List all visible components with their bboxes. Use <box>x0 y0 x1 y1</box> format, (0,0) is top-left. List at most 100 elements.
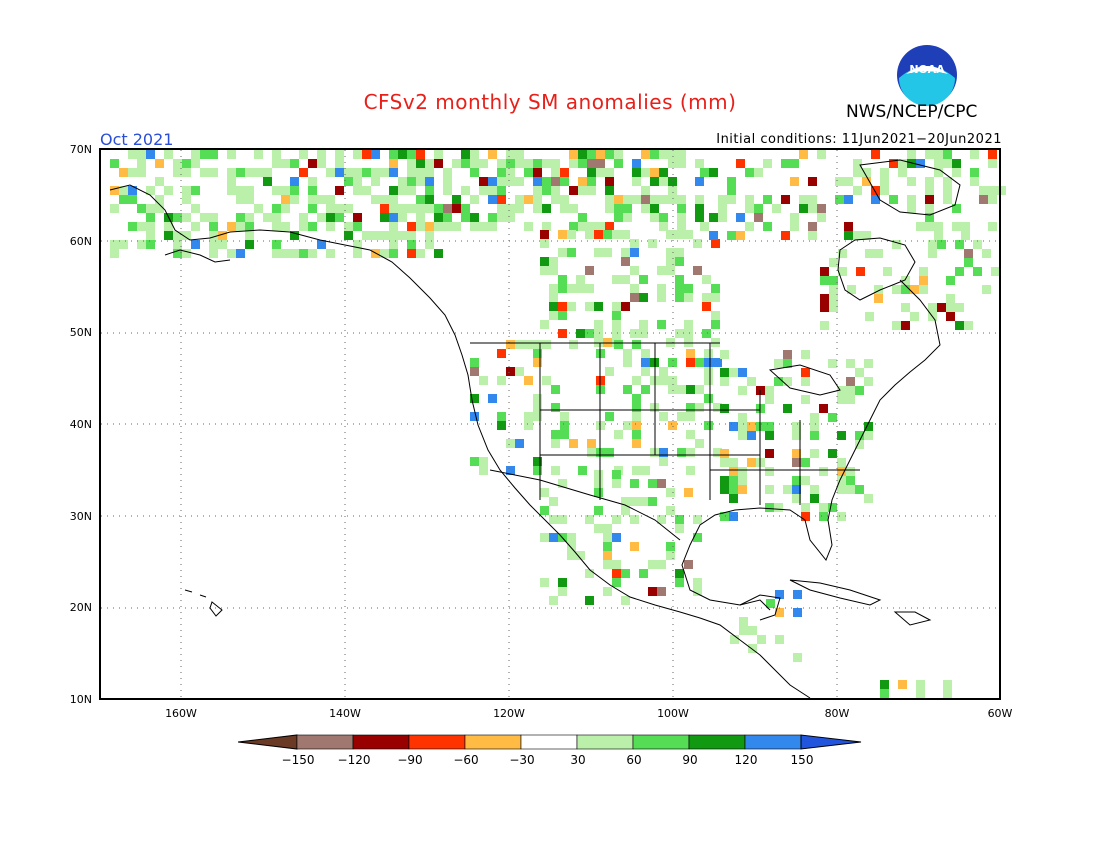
anomaly-cell <box>677 213 686 222</box>
colorbar-segment <box>800 734 862 750</box>
anomaly-cell <box>754 168 763 177</box>
anomaly-cell <box>970 168 979 177</box>
anomaly-cell <box>567 284 576 293</box>
anomaly-cell <box>596 168 605 177</box>
anomaly-cell <box>639 275 648 284</box>
anomaly-cell <box>695 177 704 186</box>
anomaly-cell <box>695 403 704 412</box>
anomaly-cell <box>614 340 623 349</box>
anomaly-cell <box>612 470 621 479</box>
anomaly-cell <box>790 222 799 231</box>
lon-label: 80W <box>824 707 850 720</box>
anomaly-cell <box>808 195 817 204</box>
anomaly-cell <box>729 485 738 494</box>
anomaly-cell <box>641 349 650 358</box>
anomaly-cell <box>693 266 702 275</box>
anomaly-cell <box>542 376 551 385</box>
anomaly-cell <box>128 150 137 159</box>
anomaly-cell <box>551 466 560 475</box>
anomaly-cell <box>605 186 614 195</box>
anomaly-cell <box>290 231 299 240</box>
anomaly-cell <box>371 168 380 177</box>
anomaly-cell <box>727 231 736 240</box>
anomaly-cell <box>407 177 416 186</box>
anomaly-cell <box>862 177 871 186</box>
anomaly-cell <box>164 150 173 159</box>
anomaly-cell <box>720 449 729 458</box>
anomaly-cell <box>641 204 650 213</box>
anomaly-cell <box>155 177 164 186</box>
anomaly-cell <box>209 168 218 177</box>
anomaly-cell <box>738 368 747 377</box>
colorbar <box>238 734 862 750</box>
anomaly-cell <box>398 231 407 240</box>
anomaly-cell <box>344 177 353 186</box>
lon-label: 120W <box>493 707 525 720</box>
anomaly-cell <box>988 159 997 168</box>
anomaly-cell <box>874 249 883 258</box>
anomaly-cell <box>675 569 684 578</box>
anomaly-cell <box>955 303 964 312</box>
anomaly-cell <box>569 439 578 448</box>
anomaly-cell <box>371 177 380 186</box>
anomaly-cell <box>801 368 810 377</box>
anomaly-cell <box>612 569 621 578</box>
anomaly-cell <box>434 204 443 213</box>
anomaly-cell <box>955 267 964 276</box>
anomaly-cell <box>218 240 227 249</box>
anomaly-cell <box>612 302 621 311</box>
anomaly-cell <box>542 186 551 195</box>
anomaly-cell <box>182 186 191 195</box>
anomaly-cell <box>416 150 425 159</box>
anomaly-cell <box>946 276 955 285</box>
anomaly-cell <box>820 267 829 276</box>
anomaly-cell <box>901 321 910 330</box>
anomaly-cell <box>416 213 425 222</box>
anomaly-cell <box>236 222 245 231</box>
anomaly-cell <box>657 320 666 329</box>
anomaly-cell <box>632 168 641 177</box>
anomaly-cell <box>155 204 164 213</box>
anomaly-cell <box>765 422 774 431</box>
anomaly-cell <box>542 159 551 168</box>
anomaly-cell <box>844 195 853 204</box>
anomaly-cell <box>353 249 362 258</box>
anomaly-cell <box>702 302 711 311</box>
anomaly-cell <box>846 359 855 368</box>
anomaly-cell <box>765 503 774 512</box>
anomaly-cell <box>281 159 290 168</box>
anomaly-cell <box>407 240 416 249</box>
anomaly-cell <box>621 302 630 311</box>
anomaly-cell <box>695 213 704 222</box>
anomaly-cell <box>542 177 551 186</box>
anomaly-cell <box>686 385 695 394</box>
anomaly-cell <box>470 394 479 403</box>
anomaly-cell <box>569 340 578 349</box>
anomaly-cell <box>630 248 639 257</box>
anomaly-cell <box>783 359 792 368</box>
anomaly-cell <box>425 186 434 195</box>
anomaly-cell <box>934 168 943 177</box>
anomaly-cell <box>425 177 434 186</box>
anomaly-cell <box>308 222 317 231</box>
anomaly-cell <box>558 479 567 488</box>
anomaly-cell <box>632 394 641 403</box>
anomaly-cell <box>704 394 713 403</box>
anomaly-cell <box>497 159 506 168</box>
anomaly-cell <box>856 267 865 276</box>
anomaly-cell <box>709 231 718 240</box>
anomaly-cell <box>549 311 558 320</box>
anomaly-cell <box>668 150 677 159</box>
anomaly-cell <box>209 231 218 240</box>
anomaly-cell <box>551 186 560 195</box>
anomaly-cell <box>362 168 371 177</box>
anomaly-cell <box>693 239 702 248</box>
anomaly-cell <box>695 195 704 204</box>
anomaly-cell <box>191 204 200 213</box>
anomaly-cell <box>380 249 389 258</box>
anomaly-cell <box>988 150 997 159</box>
colorbar-label: −60 <box>453 753 479 767</box>
anomaly-cell <box>739 626 748 635</box>
anomaly-cell <box>650 168 659 177</box>
anomaly-cell <box>389 204 398 213</box>
